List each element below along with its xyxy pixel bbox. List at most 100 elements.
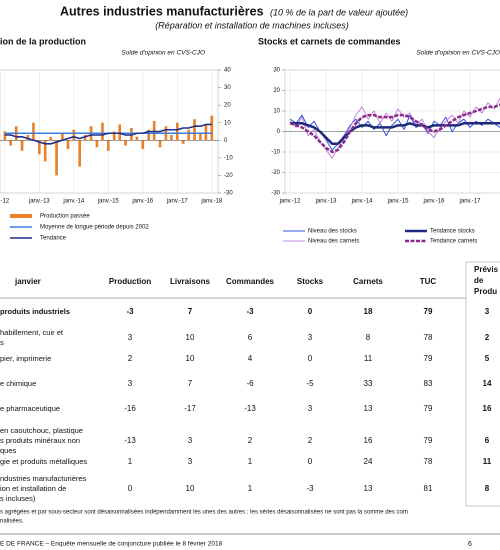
cell-value: 2 <box>248 436 253 445</box>
bar <box>170 135 173 141</box>
cell-value: -17 <box>184 404 196 413</box>
x-tick-label: janv.-15 <box>97 199 120 205</box>
row-label: s incluses) <box>0 494 36 503</box>
cell-value: 0 <box>308 307 313 316</box>
title: Autres industries manufacturières <box>60 4 264 18</box>
x-tick-label: janv.-18 <box>200 199 223 205</box>
forecast-header: Prévis <box>474 265 499 274</box>
column-header: Commandes <box>226 277 275 286</box>
cell-value: 0 <box>128 484 133 493</box>
y-tick-label: -10 <box>271 150 280 156</box>
y-tick-label: -30 <box>224 191 233 197</box>
bar <box>204 124 208 141</box>
row-label: s <box>0 338 4 347</box>
cell-value: -13 <box>124 436 136 445</box>
cell-value: 13 <box>364 484 373 493</box>
x-tick-label: janv.-15 <box>387 199 410 205</box>
bar <box>55 140 58 176</box>
row-label: ion et installation de <box>0 484 66 493</box>
cell-value: 24 <box>364 457 373 466</box>
x-tick-label: janv.-14 <box>351 199 374 205</box>
cell-value: 79 <box>424 307 433 316</box>
legend-label: Moyenne de longue période depuis 2002 <box>40 225 149 231</box>
chart-title: Stocks et carnets de commandes <box>258 36 401 46</box>
row-label: ques <box>0 446 17 455</box>
legend-label: Tendance stocks <box>430 229 475 235</box>
bar <box>78 140 81 167</box>
cell-value: -3 <box>126 307 134 316</box>
bar <box>124 140 127 146</box>
cell-value: 13 <box>364 404 373 413</box>
subtitle: (Réparation et installation de machines … <box>155 20 349 30</box>
footnote: s agrégées et par sous-secteur sont désa… <box>0 510 408 516</box>
line-series <box>290 122 500 146</box>
y-tick-label: -20 <box>271 170 280 176</box>
row-label: pier, imprimerie <box>0 354 51 363</box>
cell-value: 8 <box>366 333 371 342</box>
cell-value: 1 <box>128 457 133 466</box>
bar <box>61 133 64 141</box>
bar <box>187 129 190 141</box>
cell-value: 1 <box>248 457 253 466</box>
cell-value: 3 <box>128 333 133 342</box>
cell-value: -5 <box>306 379 314 388</box>
y-tick-label: 30 <box>224 85 231 91</box>
plot-area <box>3 115 214 176</box>
bar <box>135 136 139 141</box>
row-label: habillement, cuir et <box>0 328 64 337</box>
x-tick-label: janv.-13 <box>315 199 338 205</box>
bar <box>199 133 202 141</box>
bar <box>106 140 110 151</box>
x-tick-label: janv.-13 <box>28 199 51 205</box>
bar <box>38 140 41 155</box>
y-tick-label: 30 <box>273 68 280 74</box>
line-series <box>4 123 212 145</box>
cell-value: 79 <box>424 354 433 363</box>
cell-value: 10 <box>186 354 195 363</box>
cell-value: 14 <box>483 379 492 388</box>
y-tick-label: 40 <box>224 68 231 74</box>
y-tick-label: -20 <box>224 173 233 179</box>
cell-value: 8 <box>485 484 490 493</box>
row-label: s produits minéraux non <box>0 436 80 445</box>
bar <box>193 119 196 141</box>
bar <box>83 135 87 141</box>
legend-swatch <box>10 214 32 218</box>
footer-text: E DE FRANCE – Enquête mensuelle de conjo… <box>0 541 223 548</box>
bar <box>20 140 24 151</box>
cell-value: 6 <box>485 436 490 445</box>
column-header: Livraisons <box>170 277 211 286</box>
cell-value: 7 <box>188 307 193 316</box>
cell-value: 79 <box>424 436 433 445</box>
legend-label: Niveau des carnets <box>308 239 359 245</box>
y-tick-label: 20 <box>224 103 231 109</box>
bar <box>3 131 7 141</box>
bar <box>9 140 13 146</box>
legend-label: Tendance <box>40 236 67 242</box>
cell-value: 18 <box>364 307 373 316</box>
bar <box>66 140 70 150</box>
y-tick-label: -30 <box>271 191 280 197</box>
cell-value: 83 <box>424 379 433 388</box>
cell-value: 10 <box>186 484 195 493</box>
cell-value: 2 <box>485 333 490 342</box>
x-tick-label: janv.-12 <box>279 199 302 205</box>
x-tick-label: janv.-16 <box>423 199 446 205</box>
bar <box>32 122 35 141</box>
cell-value: 11 <box>483 457 492 466</box>
y-tick-label: 20 <box>273 88 280 94</box>
page-number: 6 <box>468 541 472 548</box>
y-tick-label: 10 <box>273 109 280 115</box>
cell-value: -3 <box>246 307 254 316</box>
x-tick-label: janv.-14 <box>62 199 85 205</box>
bar <box>210 115 214 141</box>
chart-subtitle: Solde d'opinion en CVS-CJO <box>416 50 500 57</box>
cell-value: 0 <box>308 354 313 363</box>
row-label: gie et produits métalliques <box>0 457 87 466</box>
cell-value: 2 <box>128 354 133 363</box>
bar <box>147 129 150 141</box>
cell-value: 3 <box>308 333 313 342</box>
column-header: Production <box>109 277 151 286</box>
forecast-header: de <box>474 276 484 285</box>
